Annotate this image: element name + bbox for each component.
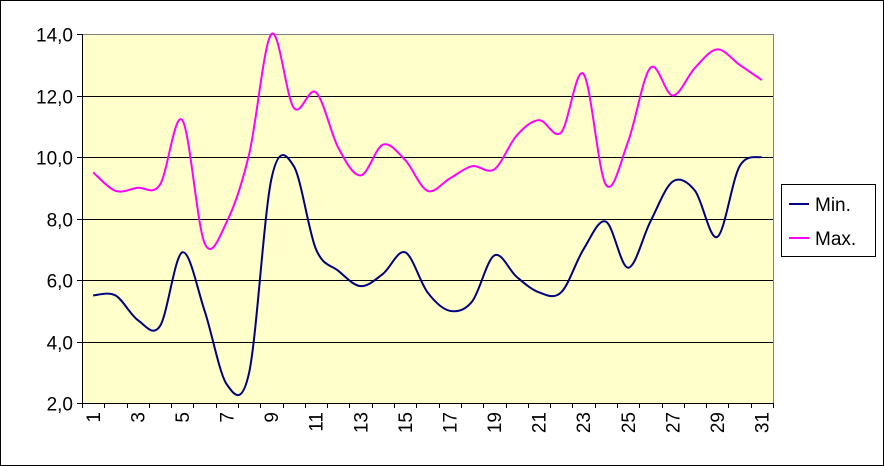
x-tick-label: 17 [440, 412, 461, 433]
y-tick-label: 10,0 [36, 149, 73, 170]
x-tick-label: 13 [351, 412, 372, 433]
gridlines [82, 96, 773, 343]
legend-item: Max. [789, 229, 856, 250]
x-tick-label: 31 [753, 412, 774, 433]
x-tick-label: 29 [708, 412, 729, 433]
x-tick-label: 1 [84, 412, 105, 423]
axes: 2,04,06,08,010,012,014,01 3 5 7 9 11 13 15 17 19 2… [36, 26, 774, 433]
legend-label: Min. [815, 195, 851, 216]
legend-label: Max. [815, 229, 856, 250]
x-tick-label: 15 [396, 412, 417, 433]
x-tick-label: 19 [485, 412, 506, 433]
y-tick-label: 6,0 [47, 272, 73, 293]
legend-item: Min. [789, 195, 851, 216]
x-tick-label: 3 [128, 412, 149, 423]
series-path [93, 154, 763, 397]
x-tick-label: 7 [218, 412, 239, 423]
legend: Min. Max. [781, 184, 876, 257]
x-tick-label: 11 [307, 412, 328, 432]
y-tick-label: 4,0 [47, 334, 73, 355]
x-tick-label: 5 [173, 412, 194, 423]
series-max-line [92, 32, 763, 250]
series-lines [92, 32, 763, 397]
y-tick-label: 2,0 [47, 395, 73, 416]
y-tick-label: 12,0 [36, 88, 73, 109]
x-tick-label: 21 [530, 412, 551, 433]
legend-box [781, 184, 876, 257]
x-tick-label: 27 [663, 412, 684, 433]
x-tick-label: 23 [574, 412, 595, 433]
series-path [92, 32, 763, 250]
x-tick-label: 25 [619, 412, 640, 433]
plot-area [82, 34, 773, 403]
y-tick-label: 8,0 [47, 211, 73, 232]
x-tick-label: 9 [262, 412, 283, 423]
y-tick-label: 14,0 [36, 26, 73, 47]
series-min-line [93, 154, 763, 397]
